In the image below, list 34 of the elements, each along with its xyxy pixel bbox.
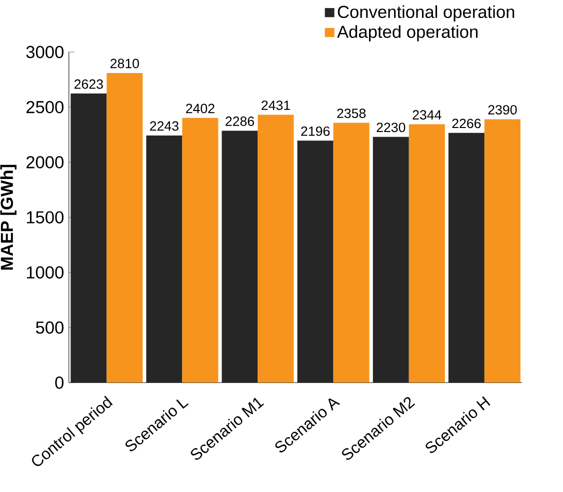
data-label: 2390 — [488, 105, 517, 115]
legend-label: Adapted operation — [337, 25, 478, 42]
bar — [297, 140, 334, 383]
y-tick-label: 0 — [55, 376, 64, 389]
data-label: 2286 — [226, 116, 254, 126]
data-label: 2810 — [110, 58, 139, 68]
data-label: 2230 — [376, 122, 406, 132]
bar — [333, 122, 370, 383]
y-tick-label: 3000 — [26, 46, 64, 58]
legend-label: Conventional operation — [338, 5, 514, 22]
bar — [258, 114, 294, 383]
data-label: 2243 — [150, 121, 178, 131]
data-label: 2623 — [74, 79, 103, 89]
bar — [372, 136, 409, 383]
y-axis-title: MAEP [GWh] — [0, 164, 16, 270]
bar — [70, 94, 107, 383]
data-label: 2431 — [262, 100, 290, 110]
y-tick-label: 500 — [36, 321, 64, 334]
bar — [408, 124, 445, 383]
data-label: 2358 — [337, 108, 366, 118]
bar — [146, 135, 182, 383]
bar — [106, 72, 143, 383]
data-label: 2196 — [301, 126, 330, 136]
y-tick-label: 2000 — [26, 156, 64, 168]
y-tick-label: 1000 — [26, 266, 64, 279]
y-tick-label: 1500 — [26, 211, 64, 224]
data-label: 2266 — [452, 118, 481, 128]
data-label: 2402 — [186, 104, 214, 114]
bar — [182, 118, 218, 383]
bar — [484, 119, 520, 383]
bar — [448, 132, 484, 383]
data-label: 2344 — [412, 110, 442, 120]
y-tick-label: 2500 — [26, 100, 64, 114]
bar — [222, 130, 258, 383]
